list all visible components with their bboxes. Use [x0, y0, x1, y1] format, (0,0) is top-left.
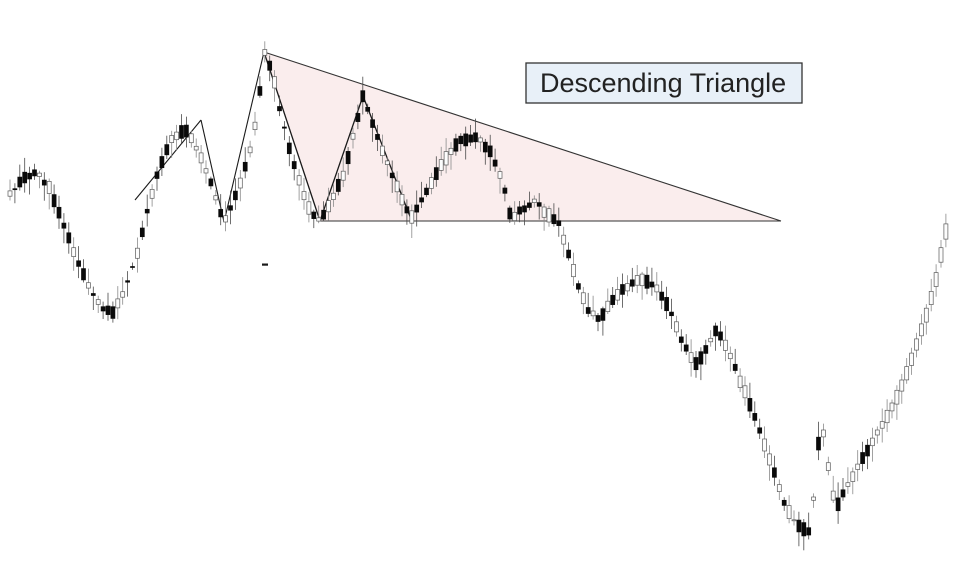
svg-text:Descending Triangle: Descending Triangle [540, 68, 786, 98]
